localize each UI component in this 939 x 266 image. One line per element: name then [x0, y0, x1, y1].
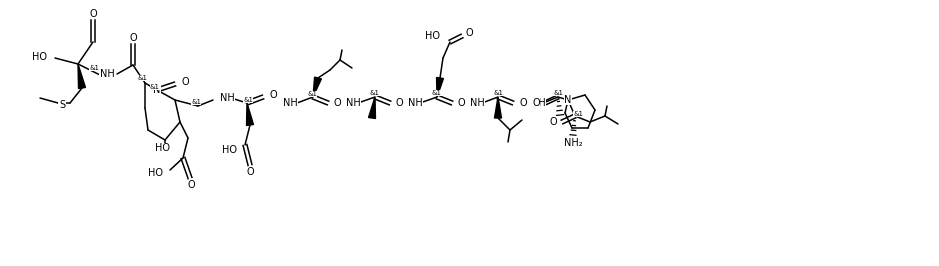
Text: NH: NH — [408, 98, 423, 108]
Text: &1: &1 — [243, 97, 253, 103]
Polygon shape — [368, 97, 376, 118]
Polygon shape — [78, 64, 85, 89]
Text: O: O — [532, 98, 540, 108]
Text: NH: NH — [531, 98, 546, 108]
Text: &1: &1 — [137, 75, 147, 81]
Text: S: S — [59, 100, 65, 110]
Text: NH: NH — [346, 98, 361, 108]
Text: NH: NH — [220, 93, 235, 103]
Text: O: O — [519, 98, 527, 108]
Text: O: O — [466, 28, 473, 38]
Text: N: N — [564, 95, 572, 105]
Text: &1: &1 — [370, 90, 380, 96]
Polygon shape — [247, 103, 254, 126]
Text: HO: HO — [222, 145, 237, 155]
Text: NH: NH — [283, 98, 298, 108]
Text: O: O — [458, 98, 466, 108]
Text: N: N — [153, 85, 161, 95]
Text: &1: &1 — [150, 84, 160, 90]
Text: &1: &1 — [493, 90, 503, 96]
Text: O: O — [549, 117, 557, 127]
Text: NH: NH — [470, 98, 485, 108]
Text: &1: &1 — [553, 90, 563, 96]
Text: &1: &1 — [89, 65, 99, 71]
Text: &1: &1 — [573, 111, 583, 117]
Text: O: O — [130, 33, 137, 43]
Text: HO: HO — [32, 52, 47, 62]
Text: O: O — [396, 98, 404, 108]
Polygon shape — [313, 77, 321, 97]
Text: O: O — [187, 180, 194, 190]
Text: NH: NH — [100, 69, 115, 79]
Text: HO: HO — [425, 31, 440, 41]
Text: O: O — [89, 9, 97, 19]
Text: &1: &1 — [191, 99, 201, 105]
Text: HO: HO — [148, 168, 163, 178]
Text: O: O — [181, 77, 189, 87]
Text: &1: &1 — [432, 90, 442, 96]
Text: O: O — [269, 90, 277, 100]
Text: HO: HO — [156, 143, 171, 153]
Text: O: O — [246, 167, 254, 177]
Text: NH₂: NH₂ — [563, 138, 582, 148]
Text: O: O — [334, 98, 342, 108]
Polygon shape — [495, 97, 501, 118]
Text: &1: &1 — [307, 91, 317, 97]
Polygon shape — [437, 77, 443, 97]
